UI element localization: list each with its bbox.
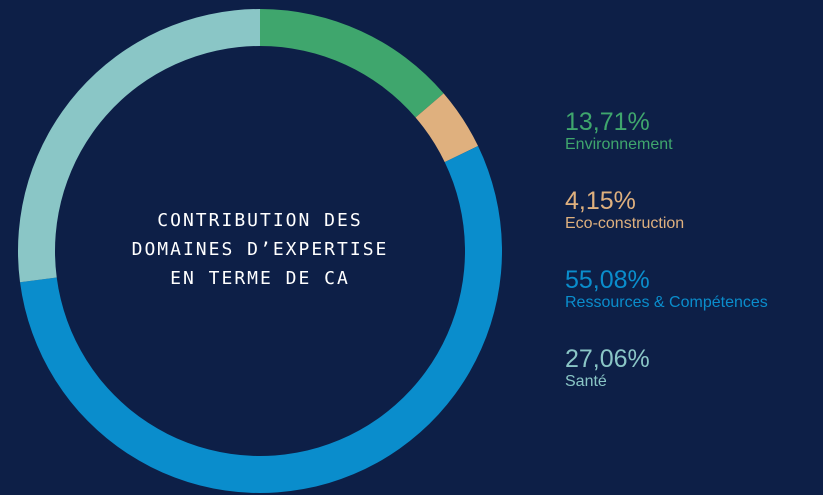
legend-value: 27,06%: [565, 345, 650, 373]
donut-segment: [20, 146, 503, 493]
legend-label: Eco-construction: [565, 215, 684, 232]
legend-value: 55,08%: [565, 266, 650, 294]
chart-title: CONTRIBUTION DES DOMAINES D’EXPERTISE EN…: [131, 210, 389, 289]
donut-segment: [17, 9, 260, 283]
donut-segment: [260, 9, 444, 118]
donut-segment: [415, 93, 479, 163]
legend-value: 4,15%: [565, 187, 636, 215]
legend-label: Santé: [565, 373, 607, 390]
legend-value: 13,71%: [565, 108, 650, 136]
legend-label: Environnement: [565, 136, 673, 153]
legend-label: Ressources & Compétences: [565, 294, 768, 311]
